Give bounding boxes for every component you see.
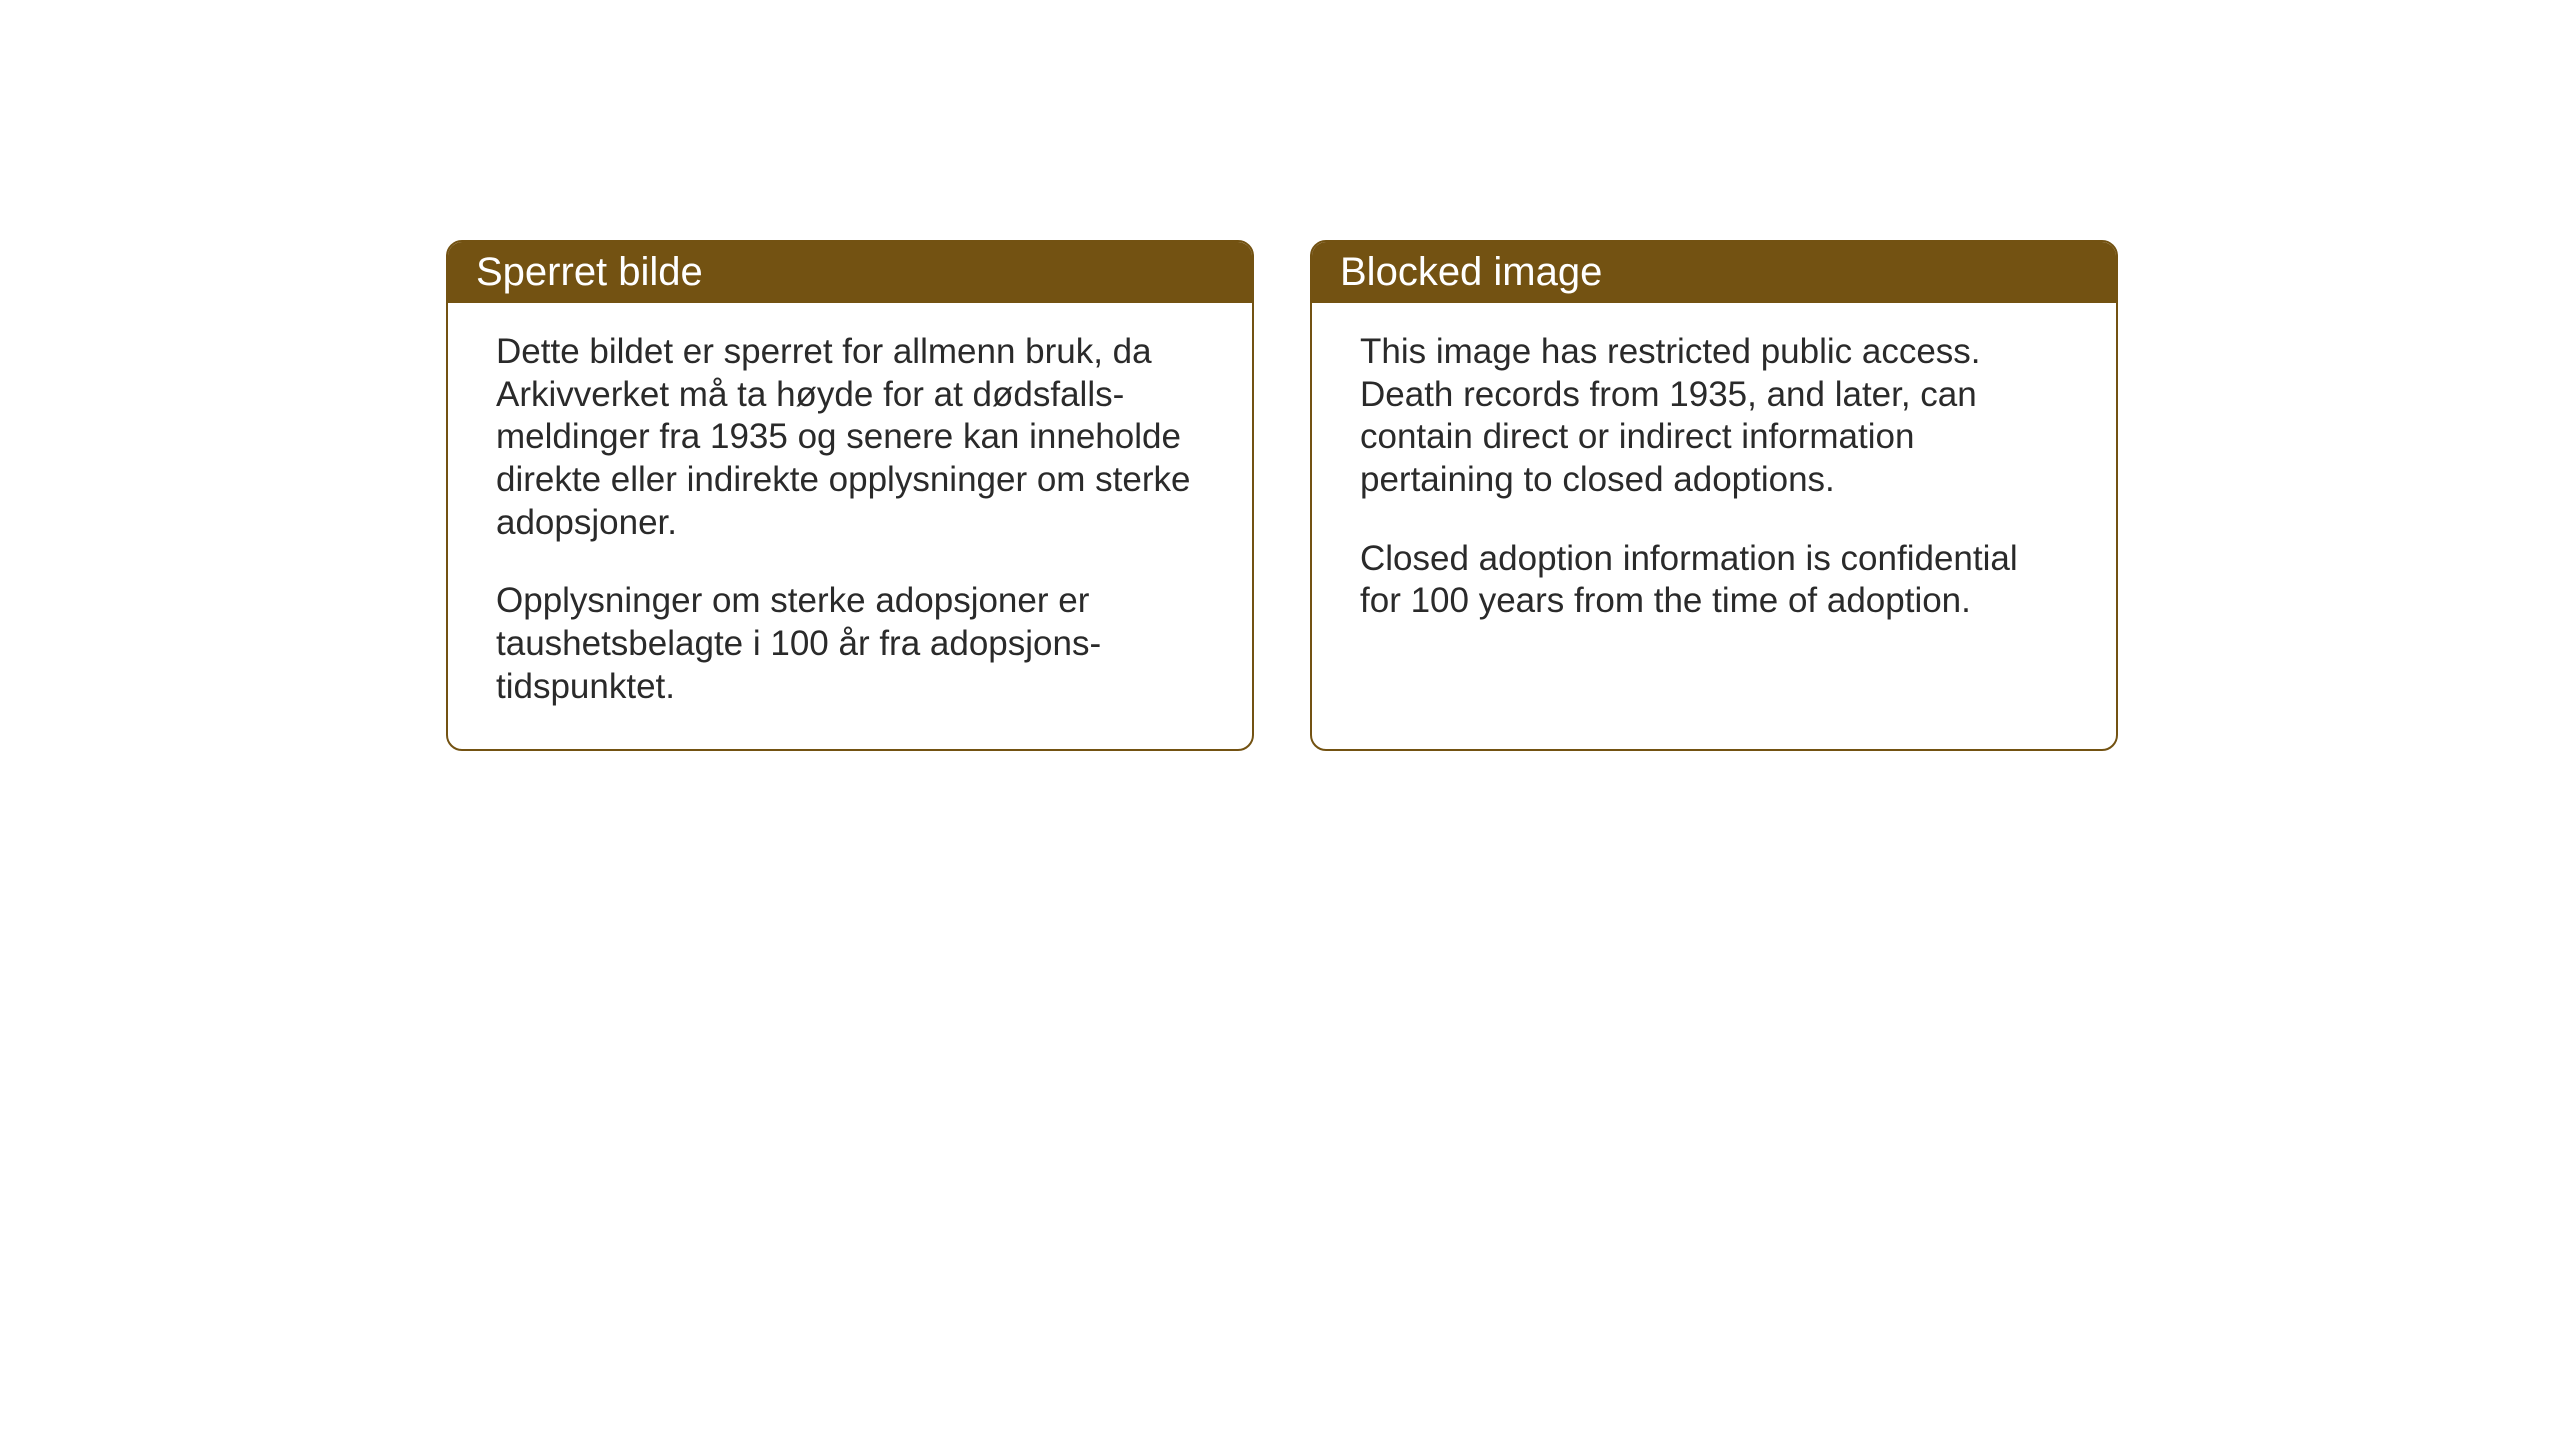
english-card-title: Blocked image [1340, 250, 1602, 294]
english-paragraph-2: Closed adoption information is confident… [1360, 538, 2068, 623]
norwegian-paragraph-2: Opplysninger om sterke adopsjoner er tau… [496, 580, 1204, 708]
notice-container: Sperret bilde Dette bildet er sperret fo… [446, 240, 2118, 751]
english-notice-card: Blocked image This image has restricted … [1310, 240, 2118, 751]
english-paragraph-1: This image has restricted public access.… [1360, 331, 2068, 502]
english-card-header: Blocked image [1312, 242, 2116, 303]
norwegian-card-body: Dette bildet er sperret for allmenn bruk… [448, 303, 1252, 749]
norwegian-paragraph-1: Dette bildet er sperret for allmenn bruk… [496, 331, 1204, 544]
norwegian-card-title: Sperret bilde [476, 250, 703, 294]
norwegian-notice-card: Sperret bilde Dette bildet er sperret fo… [446, 240, 1254, 751]
english-card-body: This image has restricted public access.… [1312, 303, 2116, 743]
norwegian-card-header: Sperret bilde [448, 242, 1252, 303]
